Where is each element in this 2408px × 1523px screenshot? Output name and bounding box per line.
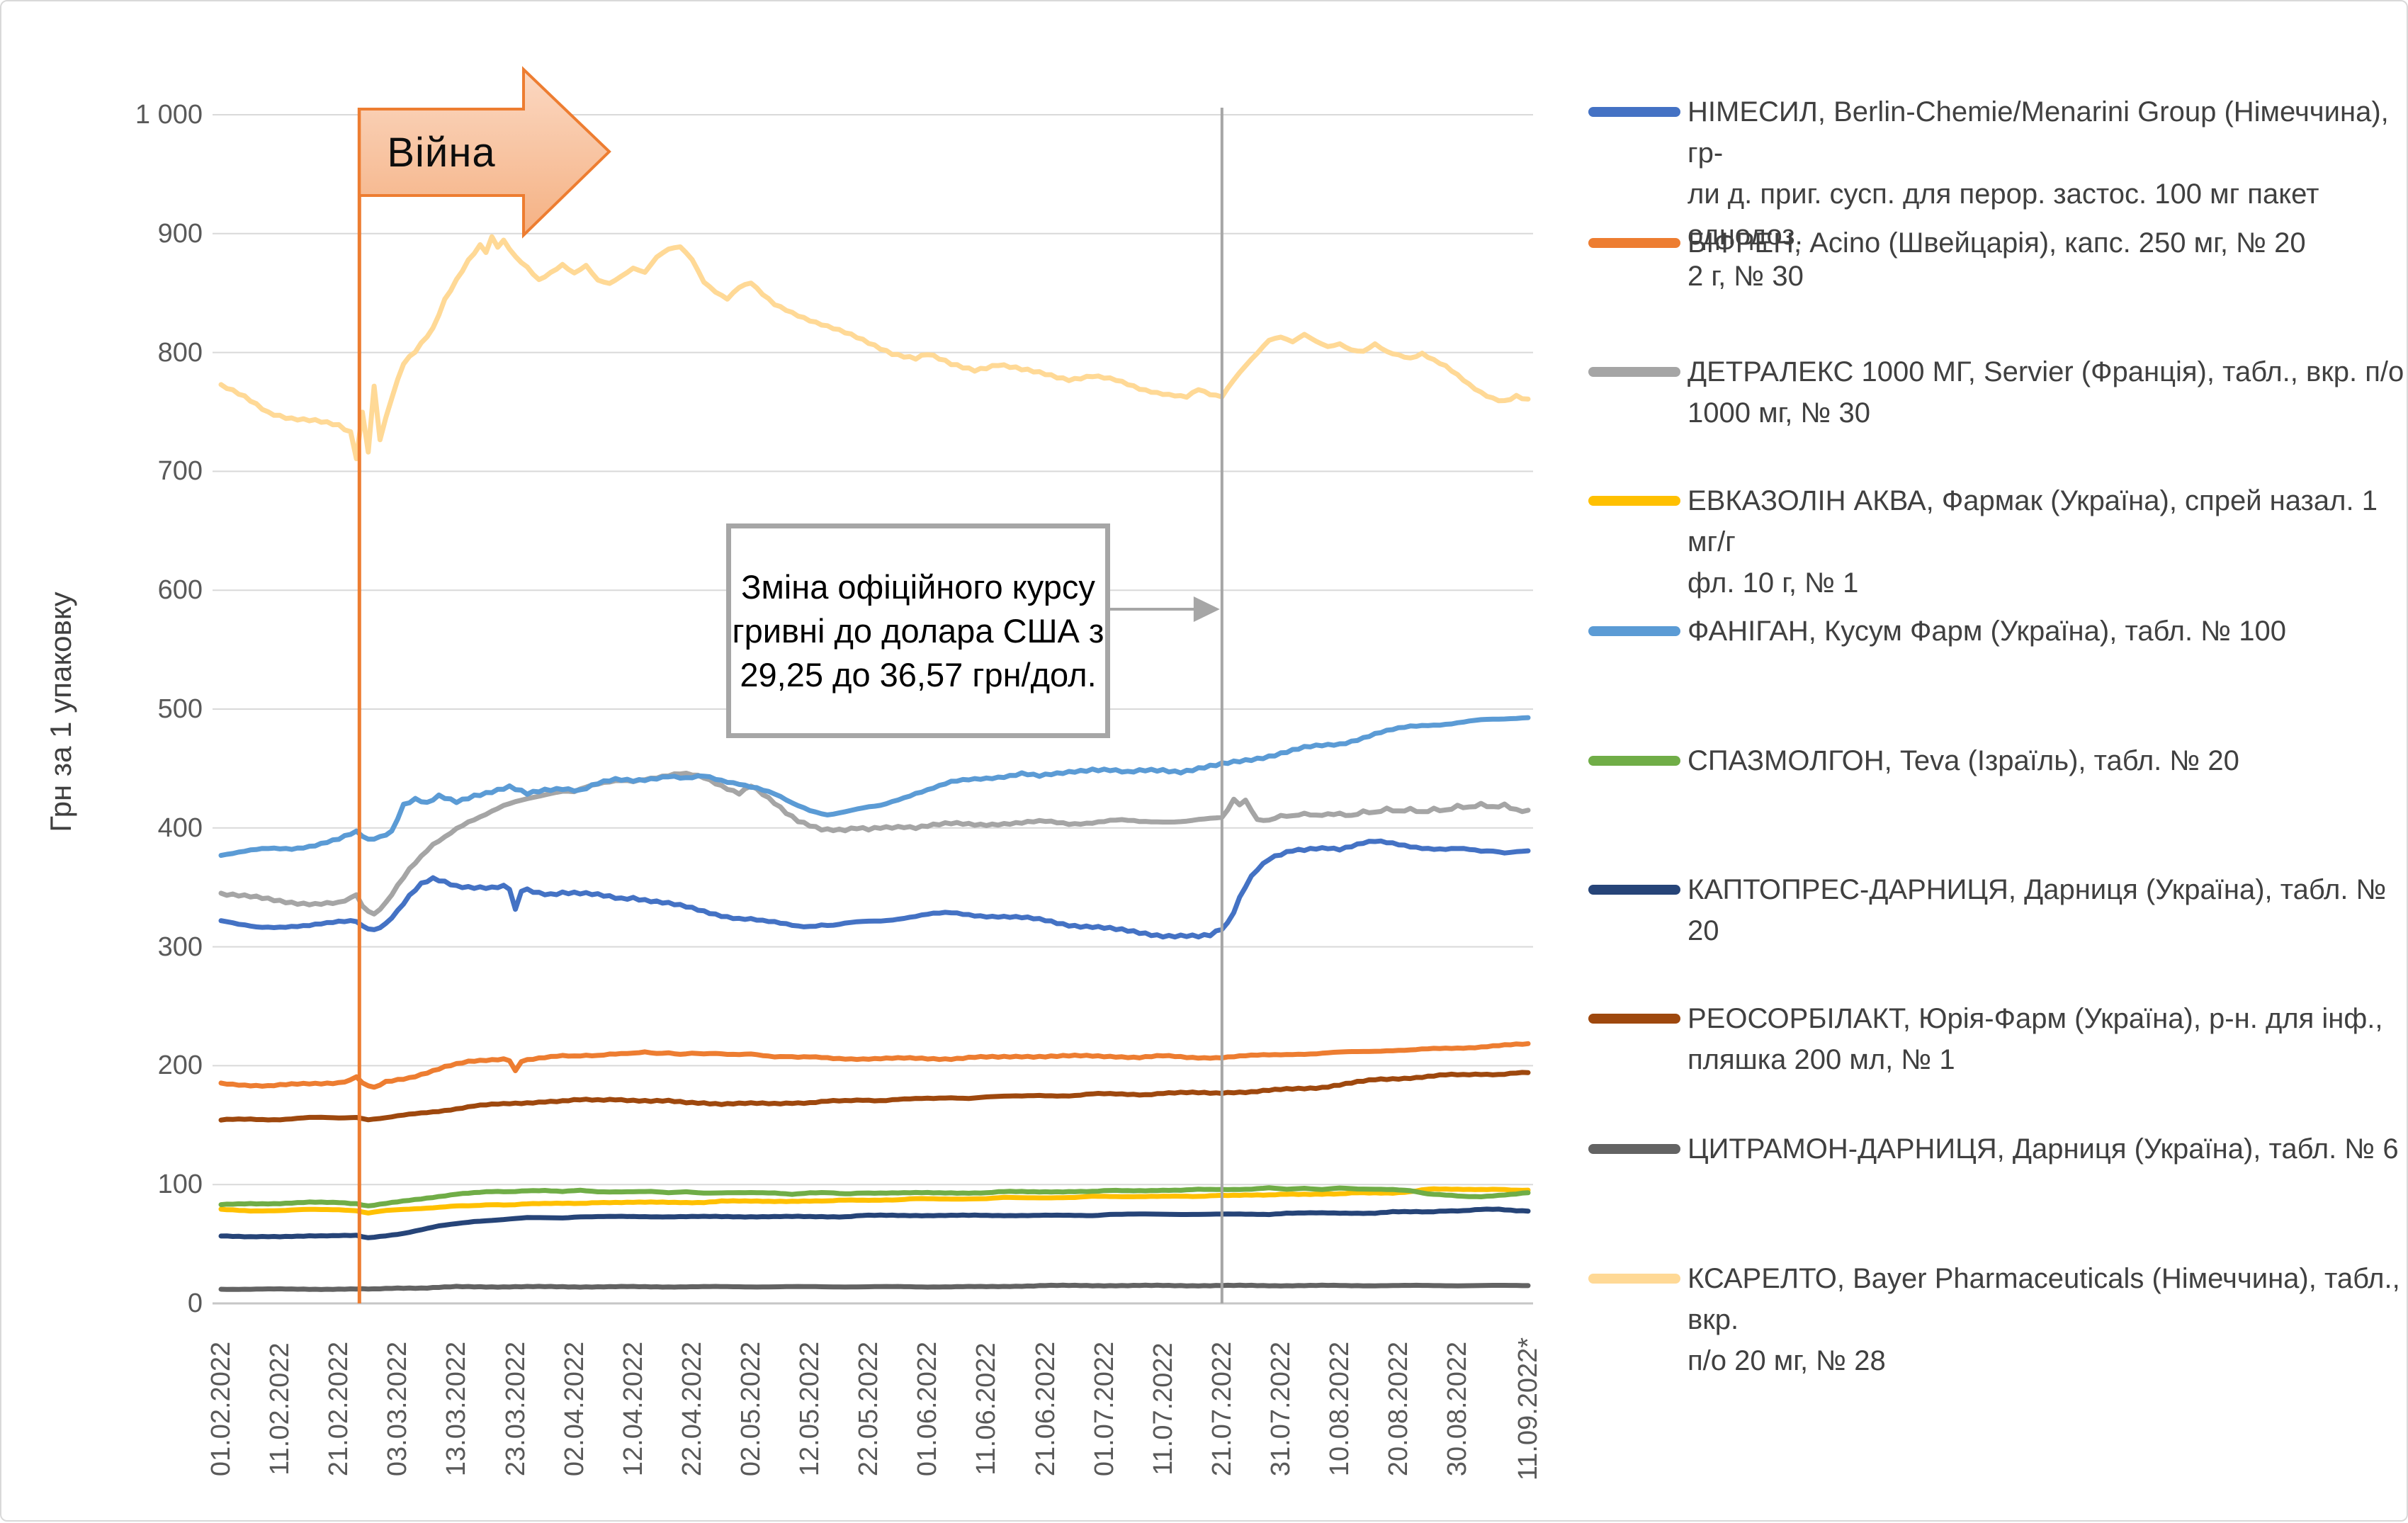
x-tick-label-10: 02.05.2022 (735, 1341, 766, 1477)
legend-swatch-icon-9 (1588, 1144, 1680, 1154)
x-tick-label-17: 11.07.2022 (1148, 1342, 1178, 1476)
legend-swatch-icon-4 (1588, 496, 1680, 506)
y-tick-label-1000: 1 000 (135, 100, 203, 130)
legend-swatch-icon-6 (1588, 756, 1680, 766)
x-tick-label-3: 21.02.2022 (324, 1341, 354, 1477)
legend-swatch-icon-10 (1588, 1274, 1680, 1284)
legend-label-9: ЦИТРАМОН-ДАРНИЦЯ, Дарниця (Україна), таб… (1688, 1133, 2399, 1165)
series-line-1 (218, 838, 1531, 940)
x-tick-label-6: 23.03.2022 (500, 1341, 531, 1477)
x-tick-label-15: 21.06.2022 (1030, 1341, 1061, 1477)
legend-label-1: НІМЕСИЛ, Berlin-Chemie/Menarini Group (Н… (1688, 96, 2389, 292)
legend-swatch-icon-5 (1588, 626, 1680, 636)
x-tick-label-23: 11.09.2022* (1513, 1337, 1543, 1481)
x-tick-label-11: 12.05.2022 (795, 1341, 825, 1477)
legend-label-10: КСАРЕЛТО, Bayer Pharmaceuticals (Німеччи… (1688, 1263, 2400, 1376)
y-tick-label-700: 700 (157, 456, 203, 487)
x-tick-label-2: 11.02.2022 (265, 1342, 295, 1476)
exchange-rate-note-box: Зміна офіційного курсу гривні до долара … (726, 523, 1110, 738)
x-tick-label-21: 20.08.2022 (1384, 1341, 1414, 1477)
legend-label-6: СПАЗМОЛГОН, Teva (Ізраїль), табл. № 20 (1688, 745, 2239, 776)
x-tick-label-7: 02.04.2022 (559, 1341, 589, 1477)
legend-swatch-icon-2 (1588, 238, 1680, 248)
x-tick-label-22: 30.08.2022 (1442, 1341, 1473, 1477)
series-line-6 (218, 1185, 1531, 1208)
x-tick-label-18: 21.07.2022 (1206, 1341, 1237, 1477)
legend-label-2: БІФРЕН, Acino (Швейцарія), капс. 250 мг,… (1688, 227, 2306, 259)
legend-swatch-icon-1 (1588, 107, 1680, 117)
y-tick-label-800: 800 (157, 337, 203, 368)
x-tick-label-1: 01.02.2022 (206, 1341, 236, 1477)
series-line-8 (218, 1070, 1531, 1123)
legend-label-7: КАПТОПРЕС-ДАРНИЦЯ, Дарниця (Україна), та… (1688, 874, 2387, 946)
y-tick-label-900: 900 (157, 218, 203, 249)
series-line-4 (218, 1186, 1531, 1216)
x-tick-label-4: 03.03.2022 (383, 1341, 413, 1477)
x-tick-label-13: 01.06.2022 (912, 1341, 943, 1477)
legend-label-4: ЕВКАЗОЛІН АКВА, Фармак (Україна), спрей … (1688, 485, 2378, 599)
y-tick-label-200: 200 (157, 1051, 203, 1081)
legend-swatch-icon-3 (1588, 367, 1680, 377)
exchange-rate-note-text: Зміна офіційного курсу гривні до долара … (732, 567, 1104, 693)
x-tick-label-14: 11.06.2022 (971, 1342, 1002, 1476)
y-tick-label-0: 0 (187, 1289, 203, 1318)
x-tick-label-5: 13.03.2022 (441, 1341, 472, 1477)
war-arrow-shape (358, 66, 611, 239)
series-line-9 (218, 1282, 1531, 1292)
series-line-2 (218, 1041, 1531, 1090)
x-tick-label-8: 12.04.2022 (618, 1341, 648, 1477)
y-tick-label-500: 500 (157, 694, 203, 724)
y-tick-label-600: 600 (157, 575, 203, 606)
series-line-7 (218, 1206, 1531, 1240)
legend-swatch-icon-7 (1588, 885, 1680, 895)
x-tick-label-20: 10.08.2022 (1325, 1341, 1355, 1477)
y-tick-label-400: 400 (157, 813, 203, 843)
y-tick-label-100: 100 (157, 1170, 203, 1200)
x-tick-label-16: 01.07.2022 (1089, 1341, 1119, 1477)
x-tick-label-12: 22.05.2022 (854, 1341, 884, 1477)
war-arrow-label: Війна (387, 129, 496, 176)
legend-swatch-icon-8 (1588, 1014, 1680, 1024)
y-tick-label-300: 300 (157, 932, 203, 962)
series-line-10 (218, 234, 1531, 462)
x-tick-label-9: 22.04.2022 (677, 1341, 707, 1477)
legend-label-3: ДЕТРАЛЕКС 1000 МГ, Servier (Франція), та… (1688, 356, 2404, 429)
series-line-3 (218, 771, 1531, 917)
legend-label-5: ФАНІГАН, Кусум Фарм (Україна), табл. № 1… (1688, 616, 2286, 647)
legend-label-8: РЕОСОРБІЛАКТ, Юрія-Фарм (Україна), р-н. … (1688, 1003, 2383, 1075)
series-line-5 (218, 715, 1531, 859)
x-tick-label-19: 31.07.2022 (1265, 1341, 1296, 1477)
legend: НІМЕСИЛ, Berlin-Chemie/Menarini Group (Н… (1588, 1, 2408, 1523)
note-connector-arrowhead-icon (1193, 596, 1220, 622)
